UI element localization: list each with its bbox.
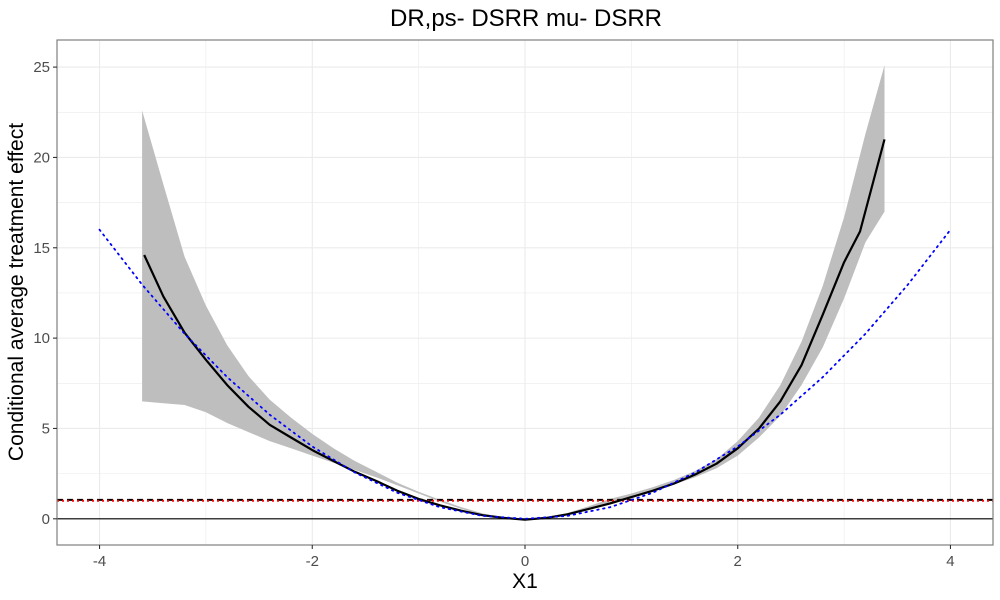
confidence-band bbox=[142, 65, 885, 520]
y-tick-label: 20 bbox=[33, 149, 50, 166]
x-tick-label: 4 bbox=[946, 553, 954, 570]
x-tick-label: 2 bbox=[734, 553, 742, 570]
y-tick-label: 15 bbox=[33, 240, 50, 257]
series-layer bbox=[98, 139, 952, 521]
x-tick-label: 0 bbox=[521, 553, 529, 570]
x-axis-ticks: -4 -2 0 2 4 bbox=[93, 545, 955, 570]
estimated-cate-curve bbox=[143, 139, 886, 521]
y-tick-label: 25 bbox=[33, 59, 50, 76]
x-axis-title: X1 bbox=[512, 570, 538, 593]
y-axis-ticks: 0 5 10 15 20 25 bbox=[33, 59, 57, 528]
y-tick-label: 10 bbox=[33, 330, 50, 347]
chart-title: DR,ps- DSRR mu- DSRR bbox=[390, 5, 662, 32]
confidence-band-layer bbox=[142, 65, 885, 520]
x-tick-label: -2 bbox=[306, 553, 319, 570]
x-tick-label: -4 bbox=[93, 553, 106, 570]
y-tick-label: 5 bbox=[42, 420, 50, 437]
true-cate-curve bbox=[98, 228, 952, 520]
y-tick-label: 0 bbox=[42, 511, 50, 528]
grid-major bbox=[57, 40, 993, 545]
y-axis-title: Conditional average treatment effect bbox=[5, 123, 28, 461]
